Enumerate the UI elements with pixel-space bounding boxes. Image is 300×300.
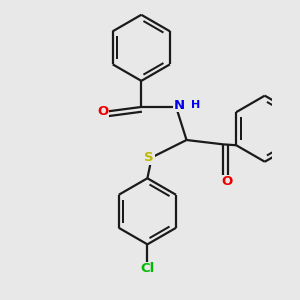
Text: N: N bbox=[174, 99, 185, 112]
Text: O: O bbox=[221, 175, 232, 188]
Text: S: S bbox=[144, 151, 154, 164]
Text: H: H bbox=[190, 100, 200, 110]
Text: O: O bbox=[98, 105, 109, 118]
Text: Cl: Cl bbox=[140, 262, 154, 275]
